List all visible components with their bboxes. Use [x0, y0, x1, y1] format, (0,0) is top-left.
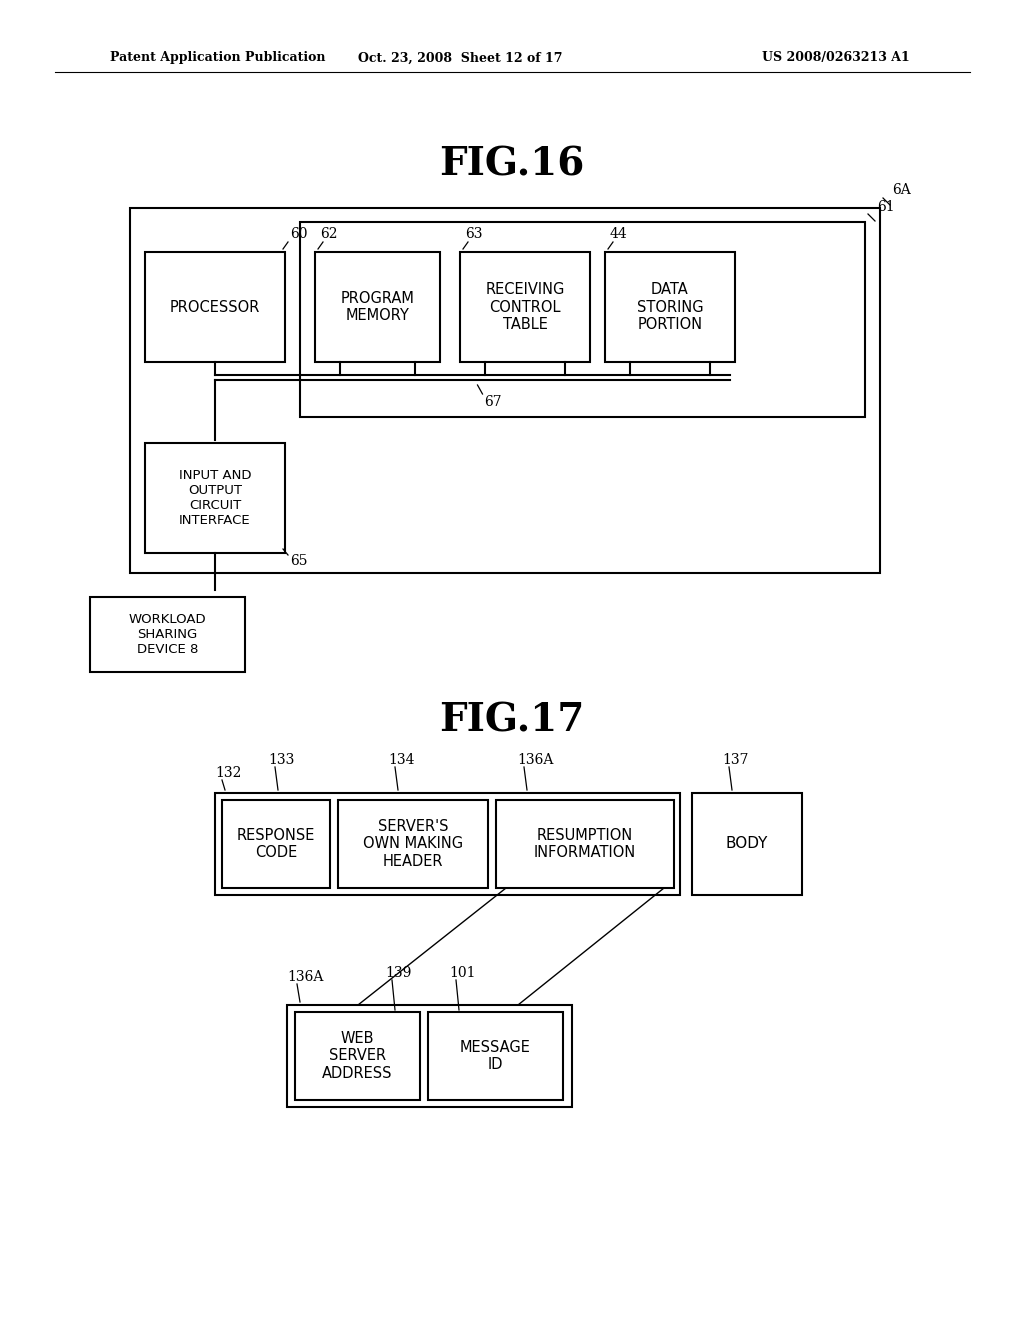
Text: DATA
STORING
PORTION: DATA STORING PORTION	[637, 282, 703, 331]
Text: FIG.16: FIG.16	[439, 147, 585, 183]
Text: 65: 65	[290, 554, 307, 568]
Text: 139: 139	[385, 966, 412, 979]
Bar	[605, 252, 735, 362]
Text: 133: 133	[268, 752, 294, 767]
Bar	[145, 252, 285, 362]
Text: 61: 61	[877, 201, 895, 214]
Bar	[315, 252, 440, 362]
Text: Patent Application Publication: Patent Application Publication	[110, 51, 326, 65]
Bar	[295, 1012, 420, 1100]
Text: WEB
SERVER
ADDRESS: WEB SERVER ADDRESS	[323, 1031, 393, 1081]
Text: MESSAGE
ID: MESSAGE ID	[460, 1040, 530, 1072]
Text: Oct. 23, 2008  Sheet 12 of 17: Oct. 23, 2008 Sheet 12 of 17	[357, 51, 562, 65]
Text: 67: 67	[483, 395, 502, 409]
Bar	[90, 597, 245, 672]
Bar	[300, 222, 865, 417]
Text: RESPONSE
CODE: RESPONSE CODE	[237, 828, 315, 861]
Text: INPUT AND
OUTPUT
CIRCUIT
INTERFACE: INPUT AND OUTPUT CIRCUIT INTERFACE	[179, 469, 251, 527]
Text: US 2008/0263213 A1: US 2008/0263213 A1	[762, 51, 910, 65]
Bar	[338, 800, 488, 888]
Text: PROGRAM
MEMORY: PROGRAM MEMORY	[341, 290, 415, 323]
Bar	[692, 793, 802, 895]
Text: 134: 134	[388, 752, 415, 767]
Text: RESUMPTION
INFORMATION: RESUMPTION INFORMATION	[534, 828, 636, 861]
Text: 44: 44	[610, 227, 628, 242]
Bar	[460, 252, 590, 362]
Text: 101: 101	[449, 966, 475, 979]
Bar	[222, 800, 330, 888]
Text: 6A: 6A	[892, 183, 910, 197]
Text: 63: 63	[465, 227, 482, 242]
Bar	[287, 1005, 572, 1107]
Text: 137: 137	[722, 752, 749, 767]
Text: 136A: 136A	[287, 970, 324, 983]
Text: 136A: 136A	[517, 752, 553, 767]
Text: WORKLOAD
SHARING
DEVICE 8: WORKLOAD SHARING DEVICE 8	[129, 612, 206, 656]
Bar	[130, 209, 880, 573]
Text: PROCESSOR: PROCESSOR	[170, 300, 260, 314]
Text: RECEIVING
CONTROL
TABLE: RECEIVING CONTROL TABLE	[485, 282, 564, 331]
Text: 62: 62	[319, 227, 338, 242]
Text: SERVER'S
OWN MAKING
HEADER: SERVER'S OWN MAKING HEADER	[362, 820, 463, 869]
Text: BODY: BODY	[726, 837, 768, 851]
Text: FIG.17: FIG.17	[439, 701, 585, 739]
Text: 132: 132	[215, 766, 242, 780]
Bar	[496, 800, 674, 888]
Text: 60: 60	[290, 227, 307, 242]
Bar	[428, 1012, 563, 1100]
Bar	[145, 444, 285, 553]
Bar	[215, 793, 680, 895]
